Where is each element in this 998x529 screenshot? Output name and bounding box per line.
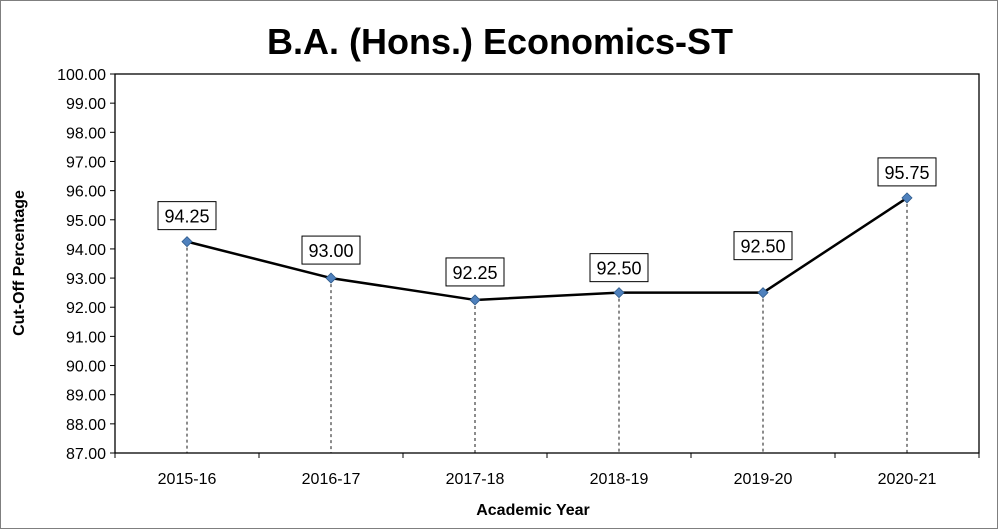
chart-title: B.A. (Hons.) Economics-ST	[267, 21, 733, 62]
y-tick-label: 90.00	[66, 359, 106, 376]
x-tick-label: 2017-18	[446, 471, 505, 488]
x-axis-title: Academic Year	[476, 502, 590, 519]
plot-border	[114, 73, 980, 454]
data-label-box	[877, 157, 937, 187]
data-label-box	[733, 231, 793, 261]
y-tick-label: 91.00	[66, 329, 106, 346]
plot-area: 87.00 88.00 89.00 90.00 91.00 92.00 93.00 94.00…	[57, 67, 980, 488]
data-label: 94.25	[164, 207, 209, 227]
y-tick-label: 88.00	[66, 417, 106, 434]
data-label: 95.75	[884, 163, 929, 183]
data-point	[325, 272, 337, 284]
y-tick-label: 96.00	[66, 184, 106, 201]
data-point	[469, 294, 481, 306]
data-label-box	[445, 257, 505, 287]
y-tick-label: 87.00	[66, 446, 106, 463]
y-tick-label: 94.00	[66, 242, 106, 259]
y-tick-label: 92.00	[66, 300, 106, 317]
data-point	[901, 192, 913, 204]
data-label: 92.50	[740, 237, 785, 257]
data-label: 92.50	[596, 259, 641, 279]
data-label: 92.25	[452, 263, 497, 283]
y-tick-label: 98.00	[66, 125, 106, 142]
y-tick-label: 99.00	[66, 96, 106, 113]
x-tick-label: 2019-20	[734, 471, 793, 488]
x-tick-label: 2018-19	[590, 471, 649, 488]
data-point	[757, 287, 769, 299]
y-tick-label: 89.00	[66, 388, 106, 405]
data-point	[613, 287, 625, 299]
y-tick-label: 93.00	[66, 271, 106, 288]
y-axis-title: Cut-Off Percentage	[11, 190, 28, 336]
data-label: 93.00	[308, 241, 353, 261]
data-point	[181, 236, 193, 248]
series-line	[186, 196, 908, 302]
y-tick-label: 95.00	[66, 213, 106, 230]
x-tick-label: 2015-16	[158, 471, 217, 488]
data-label-box	[301, 235, 361, 265]
x-tick-label: 2016-17	[302, 471, 361, 488]
x-tick-label: 2020-21	[878, 471, 937, 488]
y-tick-label: 100.00	[57, 67, 106, 84]
data-label-box	[157, 201, 217, 231]
data-label-box	[589, 253, 649, 283]
y-tick-label: 97.00	[66, 154, 106, 171]
